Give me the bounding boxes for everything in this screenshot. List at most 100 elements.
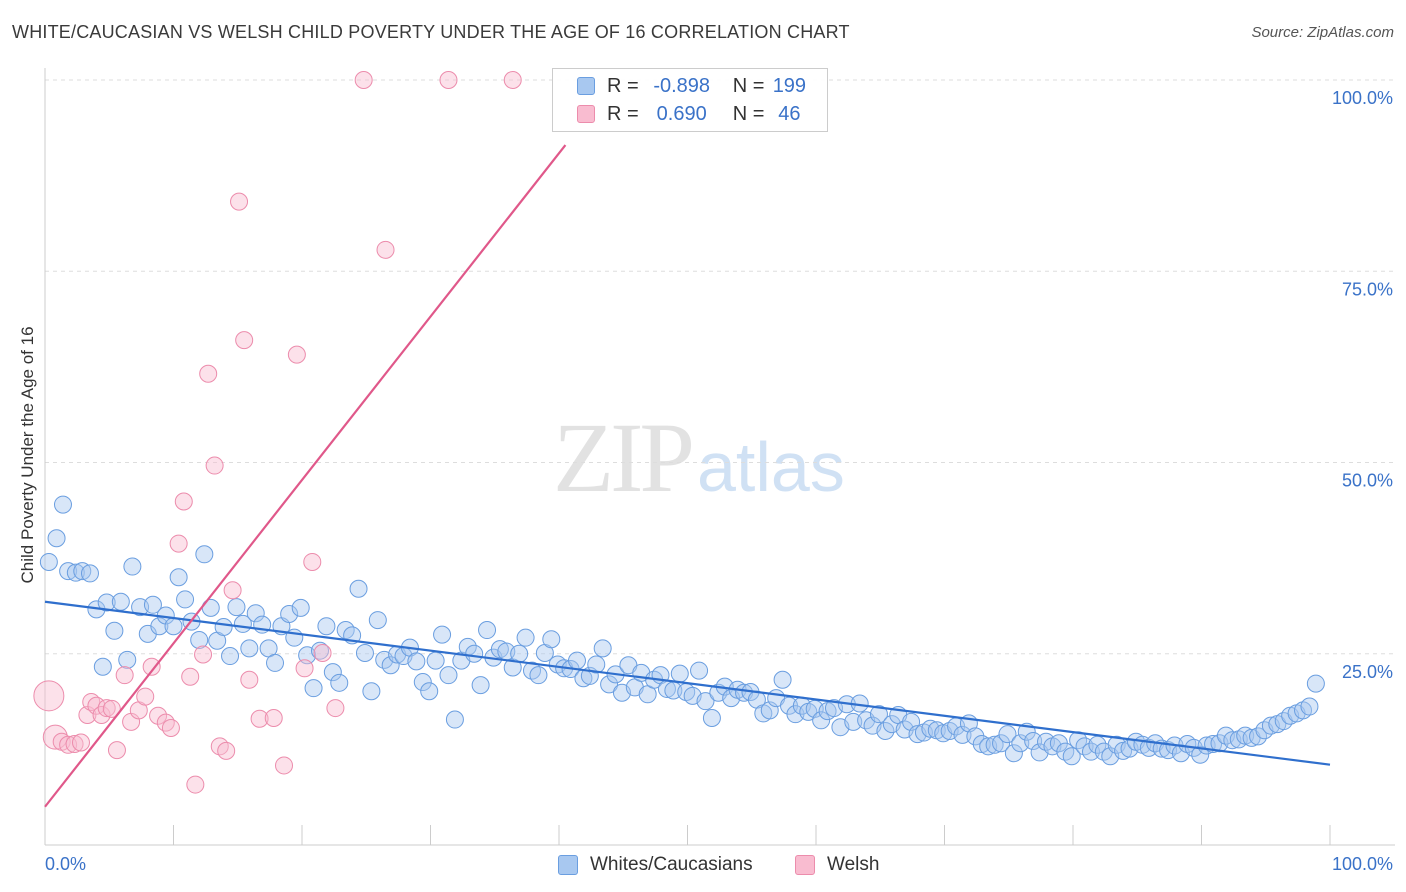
point-welsh (376, 240, 395, 259)
point-whites (39, 552, 58, 571)
point-welsh (250, 709, 269, 728)
point-whites (169, 568, 188, 587)
point-whites (413, 673, 432, 692)
point-welsh (287, 345, 306, 364)
legend-row-whites: R = -0.898 N = 199 (577, 74, 814, 98)
bottom-legend-welsh: Welsh (795, 853, 879, 877)
point-whites (478, 621, 497, 640)
legend-n-label-2: N = (732, 102, 765, 125)
point-whites (529, 666, 548, 685)
y-tick-label: 50.0% (1342, 471, 1393, 491)
watermark-atlas: atlas (697, 428, 845, 506)
point-whites (291, 598, 310, 617)
point-welsh (326, 699, 345, 718)
point-welsh (102, 699, 121, 718)
point-welsh (264, 709, 283, 728)
bottom-swatch-welsh (795, 855, 815, 875)
point-welsh (169, 534, 188, 553)
point-whites (362, 682, 381, 701)
point-welsh (303, 552, 322, 571)
point-welsh (115, 666, 134, 685)
point-whites (53, 495, 72, 514)
point-whites (445, 710, 464, 729)
point-welsh (503, 71, 522, 89)
point-whites (97, 593, 116, 612)
point-whites (587, 655, 606, 674)
point-whites (349, 579, 368, 598)
point-whites (190, 630, 209, 649)
point-welsh (174, 492, 193, 511)
legend-r-label: R = (607, 74, 639, 97)
point-whites (702, 709, 721, 728)
point-whites (227, 598, 246, 617)
point-whites (381, 656, 400, 675)
bottom-legend-whites: Whites/Caucasians (558, 853, 753, 877)
point-whites (593, 639, 612, 658)
point-welsh (161, 718, 180, 737)
point-welsh (295, 659, 314, 678)
point-whites (123, 557, 142, 576)
point-whites (407, 652, 426, 671)
trend-lines (44, 144, 1331, 808)
point-whites (310, 641, 329, 660)
point-whites (567, 651, 586, 670)
point-welsh (354, 71, 373, 89)
point-whites (1056, 742, 1075, 761)
y-tick-label: 75.0% (1342, 279, 1393, 299)
grid-lines (45, 79, 1395, 655)
legend-r-label-2: R = (607, 102, 639, 125)
point-whites (150, 617, 169, 636)
point-welsh (217, 741, 236, 760)
trend-line-welsh (44, 144, 567, 808)
legend-n-value-welsh: 46 (778, 102, 801, 125)
point-welsh (97, 699, 116, 718)
point-whites (1004, 744, 1023, 763)
point-whites (323, 663, 342, 682)
point-whites (998, 725, 1017, 744)
point-whites (1306, 674, 1325, 693)
chart-title: WHITE/CAUCASIAN VS WELSH CHILD POVERTY U… (12, 22, 850, 42)
watermark: ZIPatlas (553, 400, 845, 515)
point-welsh (235, 331, 254, 350)
point-whites (1037, 732, 1056, 751)
y-tick-label: 25.0% (1342, 662, 1393, 682)
point-whites (542, 630, 561, 649)
y-axis-label: Child Poverty Under the Age of 16 (18, 326, 37, 584)
point-whites (985, 735, 1004, 754)
point-whites (66, 563, 85, 582)
point-whites (420, 682, 439, 701)
point-whites (240, 639, 259, 658)
legend-swatch-welsh (577, 105, 595, 123)
point-whites (471, 676, 490, 695)
point-whites (523, 661, 542, 680)
point-welsh (194, 645, 213, 664)
tick-labels: 25.0% 50.0% 75.0% 100.0% 0.0% 100.0% (45, 88, 1393, 874)
correlation-legend: R = -0.898 N = 199 R = 0.690 N = 46 (552, 68, 828, 132)
point-whites (176, 590, 195, 609)
point-whites (1024, 731, 1043, 750)
point-welsh (71, 733, 90, 752)
bottom-legend-label-welsh: Welsh (827, 854, 880, 875)
point-whites (118, 650, 137, 669)
axes (44, 68, 1395, 846)
point-welsh (181, 667, 200, 686)
point-whites (433, 625, 452, 644)
point-whites (280, 604, 299, 623)
bottom-legend-label-whites: Whites/Caucasians (590, 854, 753, 875)
point-whites (47, 529, 66, 548)
point-welsh (136, 687, 155, 706)
point-whites (111, 592, 130, 611)
point-welsh (33, 680, 65, 712)
point-whites (195, 545, 214, 564)
point-whites (600, 675, 619, 694)
point-whites (812, 711, 831, 730)
point-welsh (142, 657, 161, 676)
point-welsh (42, 724, 68, 750)
trend-line-whites (44, 600, 1331, 766)
point-welsh (199, 364, 218, 383)
point-welsh (439, 71, 458, 89)
legend-r-value-welsh: 0.690 (656, 102, 707, 125)
point-whites (330, 673, 349, 692)
chart-source: Source: ZipAtlas.com (1251, 24, 1394, 41)
